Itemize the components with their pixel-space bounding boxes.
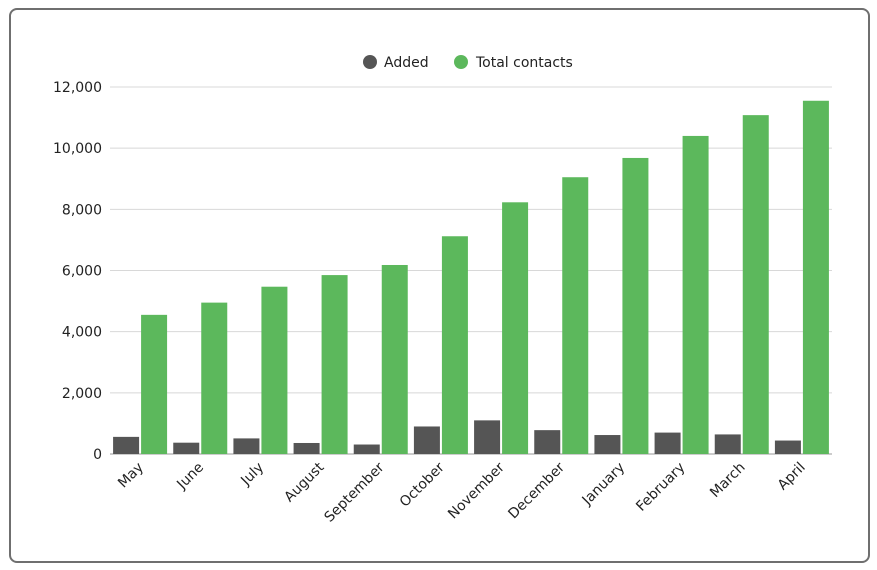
y-tick-label: 12,000	[53, 80, 102, 96]
x-tick-label: June	[173, 460, 207, 494]
bar-total-contacts[interactable]	[201, 302, 228, 454]
legend-item-total-contacts[interactable]: Total contacts	[454, 55, 573, 71]
bar-total-contacts[interactable]	[802, 100, 829, 454]
x-tick-label: October	[397, 459, 448, 510]
bar-added[interactable]	[233, 438, 260, 454]
x-tick-label: September	[322, 459, 388, 525]
x-tick-label: July	[237, 460, 267, 490]
gridlines	[110, 86, 832, 455]
legend-label-added: Added	[384, 55, 429, 71]
bar-added[interactable]	[293, 442, 320, 454]
bar-total-contacts[interactable]	[562, 177, 589, 455]
x-tick-label: April	[775, 460, 809, 494]
bar-added[interactable]	[113, 436, 140, 454]
bar-total-contacts[interactable]	[381, 264, 408, 454]
y-tick-label: 6,000	[62, 264, 102, 280]
legend-swatch-total-contacts	[454, 55, 468, 69]
x-tick-label: January	[579, 460, 629, 510]
x-tick-label: February	[633, 460, 688, 515]
bar-added[interactable]	[594, 435, 621, 454]
bar-total-contacts[interactable]	[261, 286, 288, 454]
y-tick-label: 10,000	[53, 141, 102, 157]
x-tick-label: May	[115, 460, 147, 492]
legend-item-added[interactable]: Added	[363, 55, 429, 71]
y-tick-label: 0	[93, 447, 102, 463]
bar-total-contacts[interactable]	[742, 115, 769, 455]
x-tick-label: December	[505, 459, 568, 522]
bar-added[interactable]	[654, 432, 681, 454]
bar-added[interactable]	[173, 442, 200, 454]
chart-card	[9, 8, 870, 563]
x-tick-label: March	[707, 460, 748, 501]
x-tick-label: November	[445, 459, 508, 522]
legend-label-total-contacts: Total contacts	[475, 55, 573, 71]
y-tick-label: 4,000	[62, 325, 102, 341]
bar-total-contacts[interactable]	[502, 202, 529, 454]
y-axis-tick-labels: 0 2,000 4,000 6,000 8,000 10,000 12,000	[53, 80, 102, 463]
y-tick-label: 2,000	[62, 386, 102, 402]
bar-total-contacts[interactable]	[441, 236, 468, 454]
bar-added[interactable]	[774, 440, 801, 454]
x-tick-label: August	[281, 459, 327, 505]
y-tick-label: 8,000	[62, 202, 102, 218]
bar-added[interactable]	[413, 426, 440, 454]
legend-swatch-added	[363, 55, 377, 69]
bar-total-contacts[interactable]	[321, 275, 348, 454]
bar-added[interactable]	[714, 434, 741, 454]
bar-added[interactable]	[353, 444, 380, 454]
bars	[113, 100, 829, 455]
bar-total-contacts[interactable]	[682, 135, 709, 454]
bar-total-contacts[interactable]	[141, 314, 168, 454]
bar-added[interactable]	[474, 420, 501, 454]
bar-total-contacts[interactable]	[622, 157, 649, 454]
bar-added[interactable]	[534, 430, 561, 454]
legend: Added Total contacts	[363, 55, 573, 71]
